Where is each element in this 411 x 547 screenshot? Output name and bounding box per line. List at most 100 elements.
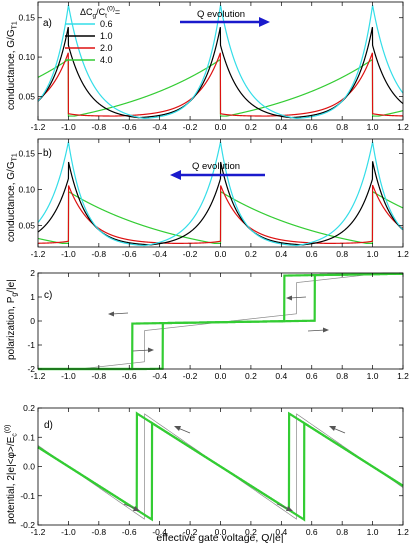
y-tick-label: 0.15 [18, 148, 35, 158]
arrow-right-lower [307, 327, 329, 333]
x-tick-label: 1.2 [397, 527, 409, 537]
x-tick-label: 1.2 [397, 122, 409, 132]
x-tick-label: 1.0 [367, 527, 379, 537]
x-tick-label: -1.2 [31, 122, 46, 132]
x-tick-label: 0.0 [215, 122, 227, 132]
arrow-left-upper [286, 295, 307, 301]
x-tick-label: 0.6 [306, 371, 318, 381]
x-tick-label: 0.8 [336, 527, 348, 537]
panel-a-ylabel: conductance, G/GT1 [6, 21, 19, 110]
series-2.0 [37, 52, 403, 117]
y-tick-label: 0.10 [18, 184, 35, 194]
x-tick-label: 0.4 [275, 122, 287, 132]
x-tick-label: -0.4 [152, 371, 167, 381]
y-tick-label: 0 [30, 316, 35, 326]
y-tick-label: 0.2 [23, 403, 35, 413]
x-tick-label: -0.2 [183, 371, 198, 381]
x-tick-label: 0.2 [245, 371, 257, 381]
y-tick-label: -1 [27, 340, 35, 350]
y-tick-label: 0.1 [23, 432, 35, 442]
x-tick-label: -0.8 [92, 527, 107, 537]
panel-a-label: a) [43, 18, 52, 29]
panel-b-label: b) [43, 148, 52, 159]
panel-b-ylabel: conductance, G/GT1 [6, 153, 19, 242]
x-tick-label: -1.0 [61, 249, 76, 259]
panel-c-label: c) [44, 290, 52, 301]
x-tick-label: -0.8 [92, 122, 107, 132]
legend-entry-2.0: 2.0 [100, 43, 113, 53]
x-tick-label: -0.6 [122, 249, 137, 259]
x-tick-label: 0.0 [215, 527, 227, 537]
legend-entry-1.0: 1.0 [100, 31, 113, 41]
x-tick-label: -0.6 [122, 527, 137, 537]
x-tick-label: 0.4 [275, 527, 287, 537]
q-evolution-arrow-left: Q evolution [170, 161, 265, 180]
q-evolution-label: Q evolution [197, 9, 245, 20]
x-tick-label: 0.6 [306, 527, 318, 537]
x-tick-label: -1.2 [31, 371, 46, 381]
y-tick-label: 2 [30, 268, 35, 278]
legend-title: ΔCg/Ct(0)= [80, 6, 120, 20]
panel-a-conductance-forward: -1.2 -1.0 -0.8 -0.6 -0.4 -0.2 0.0 0.2 0.4 0.6 0.8 1… [6, 1, 409, 132]
y-tick-label: -2 [27, 364, 35, 374]
x-tick-label: -0.2 [183, 527, 198, 537]
legend: ΔCg/Ct(0)= 0.6 1.0 2.0 4.0 [65, 6, 120, 65]
y-tick-label: -0.1 [20, 491, 35, 501]
q-evolution-label: Q evolution [192, 161, 240, 172]
panel-c-frame [37, 272, 404, 370]
arrow-down-right [123, 503, 140, 511]
panel-b-conductance-backward: -1.2 -1.0 -0.8 -0.6 -0.4 -0.2 0.0 0.2 0.4 0.6 0.8 1… [6, 138, 409, 259]
sawtooth-down [37, 411, 404, 512]
legend-entry-4.0: 4.0 [100, 55, 113, 65]
arrow-up-left [174, 426, 191, 434]
legend-entry-0.6: 0.6 [100, 19, 113, 29]
x-tick-label: 0.0 [215, 371, 227, 381]
x-tick-label: -0.4 [152, 249, 167, 259]
panel-c-direction-arrows [108, 295, 329, 353]
arrow-up-left [329, 426, 346, 434]
x-tick-label: 1.0 [367, 122, 379, 132]
y-tick-label: 0.10 [18, 52, 35, 62]
y-tick-label: 0.0 [23, 462, 35, 472]
x-tick-label: -0.4 [152, 122, 167, 132]
x-tick-label: 0.8 [336, 249, 348, 259]
x-tick-label: -1.0 [61, 122, 76, 132]
panel-d-label: d) [44, 420, 53, 431]
x-tick-label: -0.8 [92, 249, 107, 259]
panel-c-polarization: -1.2 -1.0 -0.8 -0.6 -0.4 -0.2 0.0 0.2 0.4 0.6 0.8 1… [6, 268, 409, 381]
x-tick-label: 0.8 [336, 371, 348, 381]
x-tick-label: 0.4 [275, 371, 287, 381]
x-tick-label: 1.2 [397, 249, 409, 259]
panel-c-ylabel: polarization, Pg/|e| [6, 279, 19, 360]
q-evolution-arrow-right: Q evolution [180, 9, 270, 27]
x-tick-label: 0.0 [215, 249, 227, 259]
x-tick-label: -0.2 [183, 249, 198, 259]
arrow-down-right [276, 503, 293, 511]
x-tick-label: -1.0 [61, 527, 76, 537]
y-tick-label: 1 [30, 292, 35, 302]
x-tick-label: -1.2 [31, 249, 46, 259]
x-tick-label: 1.2 [397, 371, 409, 381]
x-tick-label: 0.2 [245, 249, 257, 259]
x-tick-label: 0.6 [306, 249, 318, 259]
x-tick-label: 0.6 [306, 122, 318, 132]
x-tick-label: 1.0 [367, 371, 379, 381]
x-tick-label: 0.8 [336, 122, 348, 132]
staircase-down [38, 272, 403, 371]
x-axis-label: effective gate voltage, Q/|e| [156, 532, 283, 544]
x-tick-label: -0.2 [183, 122, 198, 132]
x-tick-label: 1.0 [367, 249, 379, 259]
x-tick-label: -0.6 [122, 371, 137, 381]
x-tick-label: 0.2 [245, 122, 257, 132]
y-tick-label: 0.05 [18, 220, 35, 230]
x-tick-label: -1.2 [31, 527, 46, 537]
x-tick-label: -0.8 [92, 371, 107, 381]
y-tick-label: 0.15 [18, 13, 35, 23]
panel-d-potential: -1.2 -1.0 -0.8 -0.6 -0.4 -0.2 0.0 0.2 0.4 0.6 0.8 1… [5, 403, 410, 537]
sawtooth-up [37, 421, 404, 522]
arrow-left-upper [108, 311, 129, 317]
y-tick-label: -0.2 [20, 520, 35, 530]
panel-d-ylabel: potential, 2|e|<φ>/Ec(0) [5, 425, 19, 524]
x-tick-label: -1.0 [61, 371, 76, 381]
